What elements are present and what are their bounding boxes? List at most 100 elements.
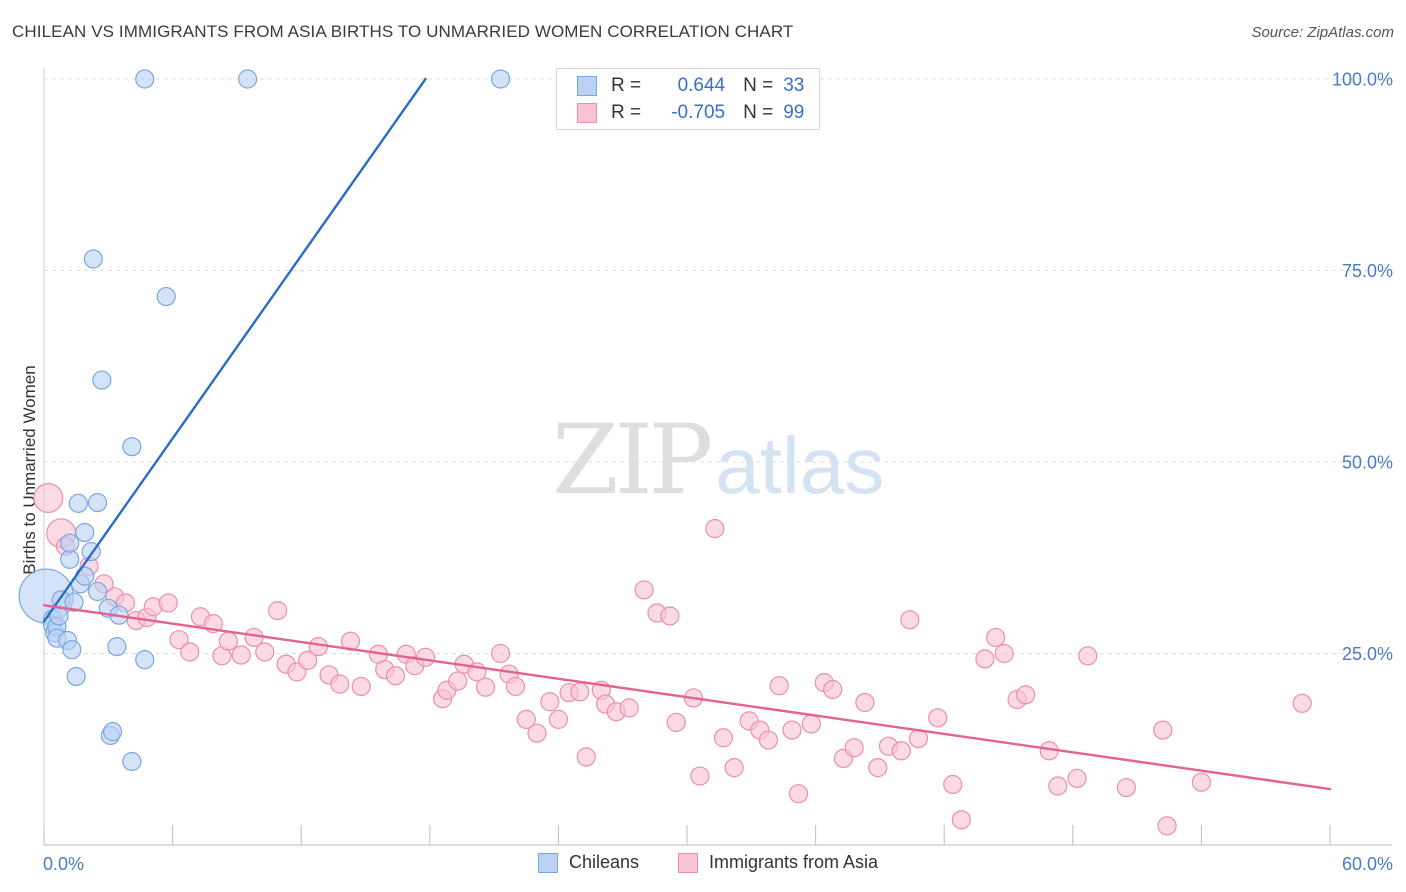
- asia-point: [844, 738, 864, 758]
- y-tick-label: 25.0%: [1342, 644, 1393, 664]
- asia-legend-swatch: [678, 852, 698, 873]
- asia-point: [169, 630, 189, 650]
- chileans-point: [122, 751, 142, 772]
- asia-point: [1157, 816, 1177, 836]
- chart-title: CHILEAN VS IMMIGRANTS FROM ASIA BIRTHS T…: [12, 22, 794, 41]
- chileans-point: [60, 533, 80, 553]
- asia-point: [634, 580, 654, 600]
- chileans-point: [135, 69, 155, 89]
- n-value: 99: [783, 102, 805, 123]
- watermark-atlas: atlas: [715, 421, 885, 510]
- asia-point: [1116, 777, 1136, 798]
- x-tick-label: 60.0%: [1342, 854, 1393, 874]
- r-value: 0.644: [677, 75, 726, 96]
- grid-lines: [44, 78, 1392, 654]
- asia-point: [660, 606, 680, 626]
- asia-point: [782, 720, 802, 740]
- asia-point: [308, 637, 328, 657]
- asia-point: [298, 650, 318, 670]
- n-label: N =: [743, 75, 774, 96]
- asia-point: [448, 671, 468, 691]
- asia-point: [415, 647, 436, 667]
- legend-label-chileans: Chileans: [569, 852, 640, 872]
- chileans-point: [64, 592, 84, 612]
- asia-point: [1048, 776, 1068, 796]
- legend-label-asia: Immigrants from Asia: [709, 852, 879, 872]
- tick-labels: 25.0% 50.0% 75.0% 100.0% 0.0% 60.0%: [43, 70, 1393, 875]
- asia-point: [619, 698, 639, 718]
- asia-point: [994, 643, 1014, 664]
- axes: [43, 68, 1392, 846]
- asia-point: [1153, 720, 1173, 740]
- chileans-point: [92, 370, 112, 390]
- trend-lines: [42, 77, 1332, 791]
- chileans-point: [83, 249, 103, 269]
- stats-legend: R = 0.644 N = 33 R = -0.705 N = 99: [556, 68, 820, 130]
- asia-point: [891, 741, 911, 761]
- asia-trend-line: [42, 604, 1332, 791]
- stats-row-chileans: R = 0.644 N = 33: [577, 73, 804, 99]
- y-tick-label: 50.0%: [1342, 453, 1393, 473]
- n-label: N =: [743, 102, 774, 123]
- asia-point: [855, 692, 875, 713]
- chileans-point: [135, 650, 155, 670]
- chileans-point: [490, 69, 511, 89]
- asia-point: [1292, 693, 1312, 713]
- asia-point: [943, 774, 963, 795]
- chileans-point: [238, 69, 258, 89]
- asia-point: [713, 728, 734, 748]
- asia-point: [180, 642, 200, 662]
- watermark-zip: ZIP: [552, 404, 713, 516]
- asia-point: [986, 627, 1006, 648]
- n-value: 33: [783, 75, 805, 96]
- r-label: R =: [611, 102, 642, 123]
- asia-point: [505, 676, 526, 697]
- asia-point: [33, 483, 64, 514]
- chileans-swatch: [577, 76, 597, 96]
- stats-row-asia: R = -0.705 N = 99: [577, 100, 804, 126]
- chileans-point: [75, 522, 95, 543]
- chileans-point: [107, 637, 127, 657]
- series-legend: Chileans Immigrants from Asia: [0, 852, 1406, 878]
- asia-point: [690, 766, 710, 786]
- asia-points: [33, 483, 1312, 836]
- asia-point: [928, 708, 948, 728]
- asia-point: [516, 709, 536, 729]
- asia-point: [1016, 685, 1036, 705]
- asia-point: [900, 610, 920, 630]
- y-tick-label: 75.0%: [1342, 261, 1393, 281]
- asia-point: [351, 676, 371, 697]
- legend-item-chileans: Chileans: [538, 852, 639, 873]
- chileans-point: [87, 581, 108, 602]
- asia-swatch: [577, 103, 597, 123]
- watermark: ZIPatlas: [552, 404, 884, 516]
- asia-point: [1067, 768, 1087, 788]
- asia-point: [769, 676, 789, 696]
- chileans-point: [60, 549, 80, 569]
- asia-point: [758, 730, 779, 750]
- asia-point: [823, 679, 843, 700]
- asia-point: [540, 692, 560, 712]
- asia-point: [570, 682, 590, 702]
- asia-point: [666, 712, 686, 733]
- r-label: R =: [611, 75, 642, 96]
- asia-point: [801, 714, 821, 734]
- asia-point: [330, 674, 350, 694]
- asia-point: [527, 723, 547, 743]
- asia-point: [868, 758, 888, 778]
- asia-point: [218, 631, 238, 651]
- chileans-point: [68, 493, 88, 513]
- chileans-points: [18, 69, 511, 772]
- asia-point: [788, 784, 809, 804]
- legend-item-asia: Immigrants from Asia: [678, 852, 878, 873]
- asia-point: [490, 643, 511, 664]
- asia-point: [1191, 772, 1212, 792]
- asia-point: [951, 810, 971, 830]
- chileans-point: [62, 640, 82, 660]
- chileans-point: [156, 286, 176, 307]
- chileans-legend-swatch: [538, 852, 558, 873]
- asia-point: [1078, 646, 1098, 666]
- y-tick-label: 100.0%: [1332, 70, 1393, 90]
- asia-point: [576, 747, 596, 767]
